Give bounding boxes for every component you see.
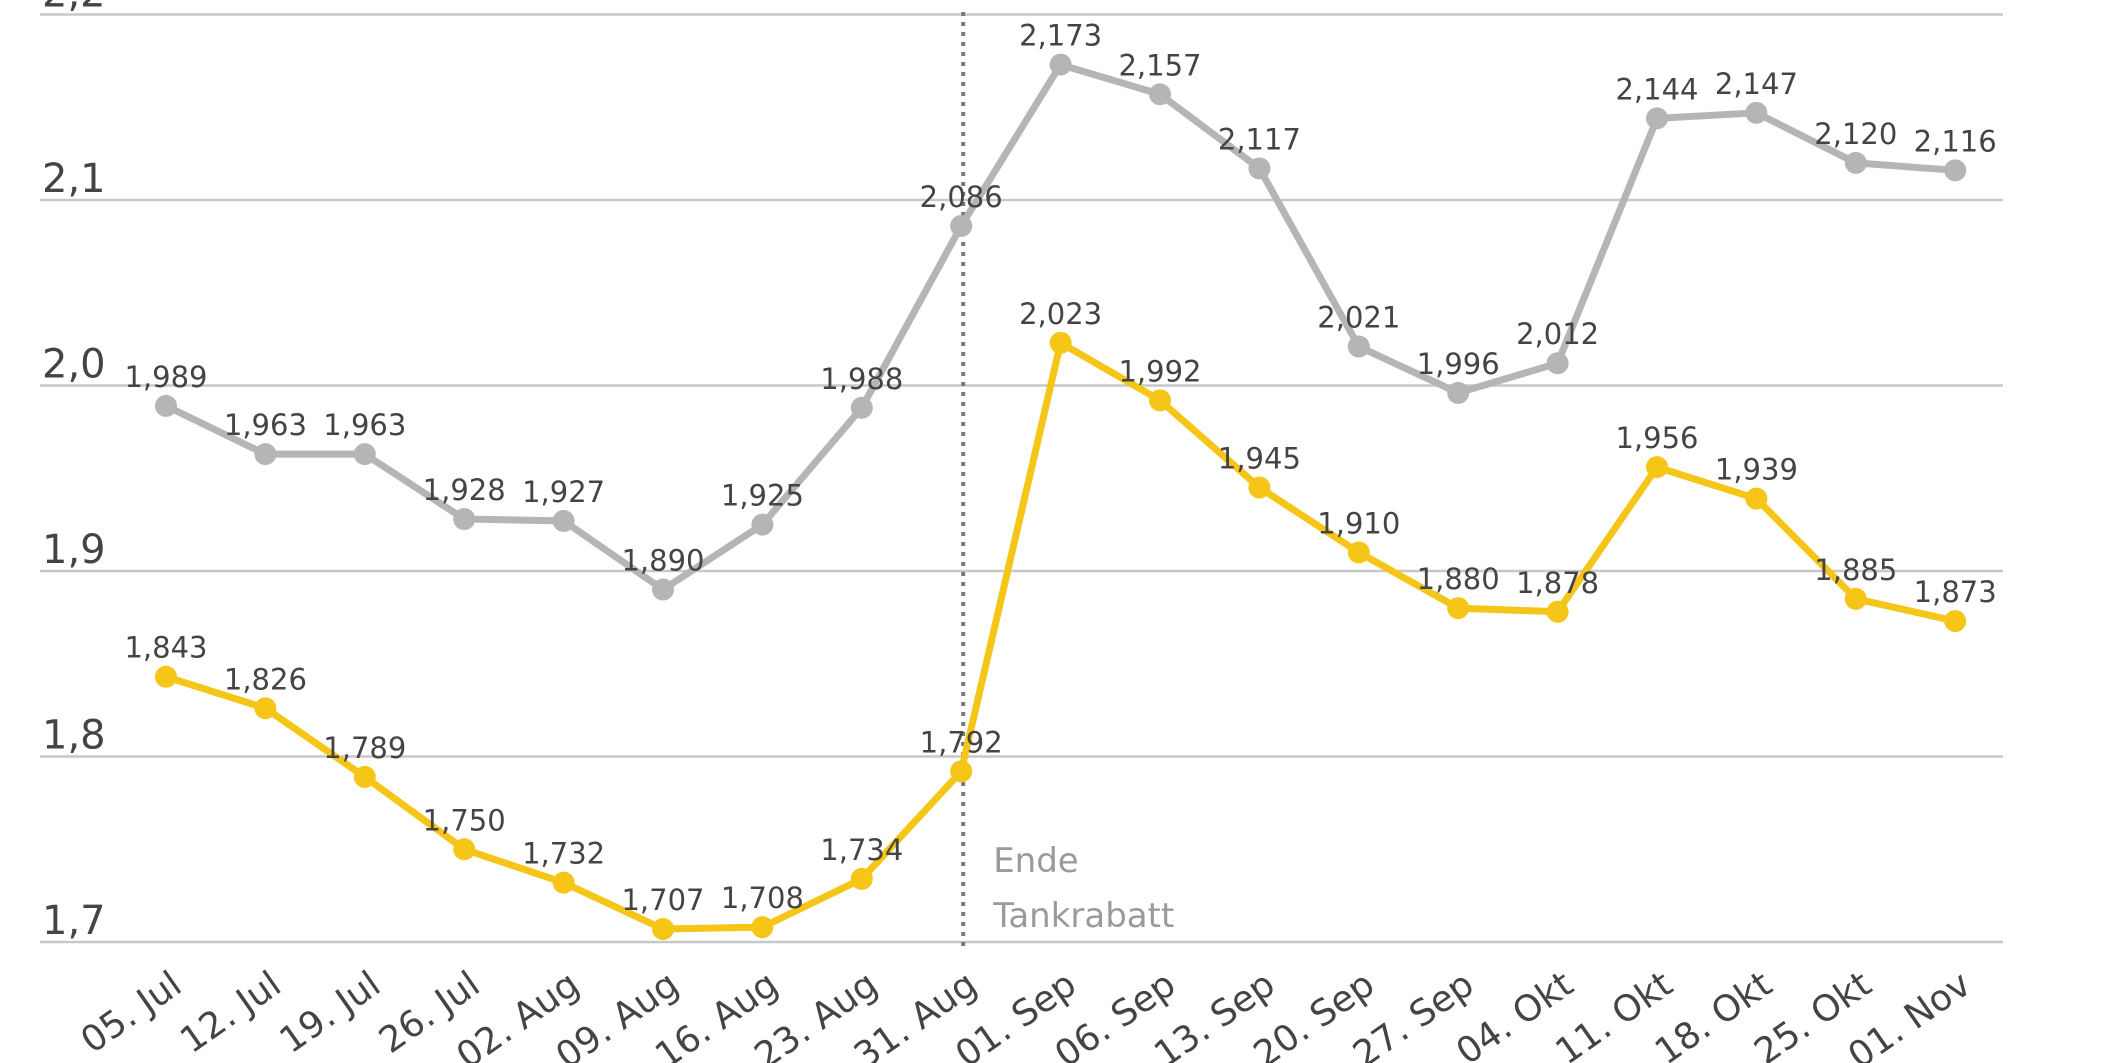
- data-point: [1944, 610, 1967, 633]
- data-point: [155, 665, 177, 688]
- data-label: 1,910: [1317, 506, 1400, 540]
- data-label: 2,173: [1019, 19, 1102, 53]
- data-label: 1,826: [224, 662, 307, 696]
- data-point: [1844, 587, 1867, 610]
- data-point: [1447, 597, 1470, 620]
- data-label: 1,873: [1914, 575, 1997, 609]
- data-point: [552, 509, 575, 532]
- data-point: [552, 871, 575, 894]
- data-point: [254, 443, 277, 466]
- x-tick-label: 19. Jul: [273, 964, 388, 1062]
- y-tick-label: 2,0: [42, 342, 106, 388]
- annotation-tankrabatt: Tankrabatt: [992, 896, 1174, 936]
- data-point: [1049, 53, 1072, 76]
- y-tick-label: 2,1: [42, 156, 106, 202]
- x-tick-label: 05. Jul: [74, 964, 189, 1062]
- x-tick-label: 12. Jul: [173, 964, 288, 1062]
- data-point: [353, 765, 376, 788]
- data-point: [1646, 456, 1668, 479]
- data-point: [751, 513, 774, 536]
- data-label: 2,157: [1118, 48, 1201, 82]
- data-point: [850, 396, 873, 419]
- data-label: 1,878: [1516, 566, 1599, 600]
- data-label: 1,885: [1814, 553, 1897, 587]
- y-tick-label: 1,9: [42, 527, 106, 573]
- data-point: [1347, 541, 1370, 564]
- data-point: [1248, 157, 1271, 180]
- data-label: 1,789: [323, 731, 406, 765]
- data-point: [453, 838, 476, 861]
- data-point: [1546, 352, 1569, 375]
- data-label: 1,734: [820, 833, 903, 867]
- data-point: [1049, 331, 1072, 354]
- data-label: 1,890: [621, 544, 704, 578]
- data-label: 1,707: [621, 883, 704, 917]
- data-label: 1,708: [721, 881, 804, 915]
- annotation-ende: Ende: [993, 841, 1079, 881]
- y-tick-label: 1,8: [42, 713, 106, 759]
- data-label: 1,963: [323, 408, 406, 442]
- data-point: [254, 697, 277, 720]
- data-label: 2,023: [1019, 297, 1102, 331]
- data-point: [1944, 159, 1967, 182]
- data-point: [1646, 107, 1668, 130]
- data-label: 2,116: [1914, 124, 1997, 158]
- data-label: 2,086: [920, 180, 1003, 214]
- data-label: 1,927: [522, 475, 605, 509]
- data-label: 2,021: [1317, 301, 1400, 335]
- data-label: 2,117: [1218, 122, 1301, 156]
- data-point: [751, 916, 774, 939]
- data-label: 1,792: [920, 725, 1003, 759]
- data-point: [950, 214, 973, 237]
- data-label: 1,956: [1615, 421, 1698, 455]
- data-label: 2,147: [1715, 67, 1798, 101]
- data-label: 1,750: [423, 803, 506, 837]
- data-label: 1,963: [224, 408, 307, 442]
- y-axis-ticks: 1,7 1,8 1,9 2,0 2,1 2,2: [42, 0, 106, 944]
- data-label: 1,992: [1118, 354, 1201, 388]
- data-label: 1,989: [124, 360, 207, 394]
- data-point: [1546, 600, 1569, 623]
- data-point: [1248, 476, 1271, 499]
- data-label: 2,144: [1615, 72, 1698, 106]
- data-point: [453, 508, 476, 531]
- data-point: [1149, 389, 1171, 412]
- data-point: [1447, 381, 1470, 404]
- data-point: [1149, 83, 1171, 106]
- data-point: [950, 760, 973, 783]
- data-label: 1,988: [820, 362, 903, 396]
- data-label: 1,843: [124, 631, 207, 665]
- data-point: [652, 578, 674, 601]
- data-label: 1,880: [1417, 562, 1500, 596]
- data-label: 2,012: [1516, 317, 1599, 351]
- y-tick-label: 2,2: [42, 0, 106, 17]
- data-label: 1,996: [1417, 347, 1500, 381]
- data-label: 1,945: [1218, 442, 1301, 476]
- data-label: 1,939: [1715, 453, 1798, 487]
- data-point: [850, 867, 873, 890]
- data-point: [652, 918, 674, 941]
- data-label: 1,928: [423, 473, 506, 507]
- data-point: [1745, 487, 1768, 510]
- series-layer: 1,989 1,963 1,963 1,928 1,927 1,890 1,925 1,988…: [124, 19, 1997, 941]
- data-point: [1745, 101, 1768, 124]
- grid-layer: [40, 13, 2003, 944]
- data-label: 1,925: [721, 479, 804, 513]
- data-point: [1844, 151, 1867, 174]
- data-point: [1347, 335, 1370, 358]
- data-label: 2,120: [1814, 117, 1897, 151]
- data-label: 1,732: [522, 837, 605, 871]
- data-point: [353, 443, 376, 466]
- data-point: [155, 394, 177, 417]
- y-tick-label: 1,7: [42, 898, 106, 944]
